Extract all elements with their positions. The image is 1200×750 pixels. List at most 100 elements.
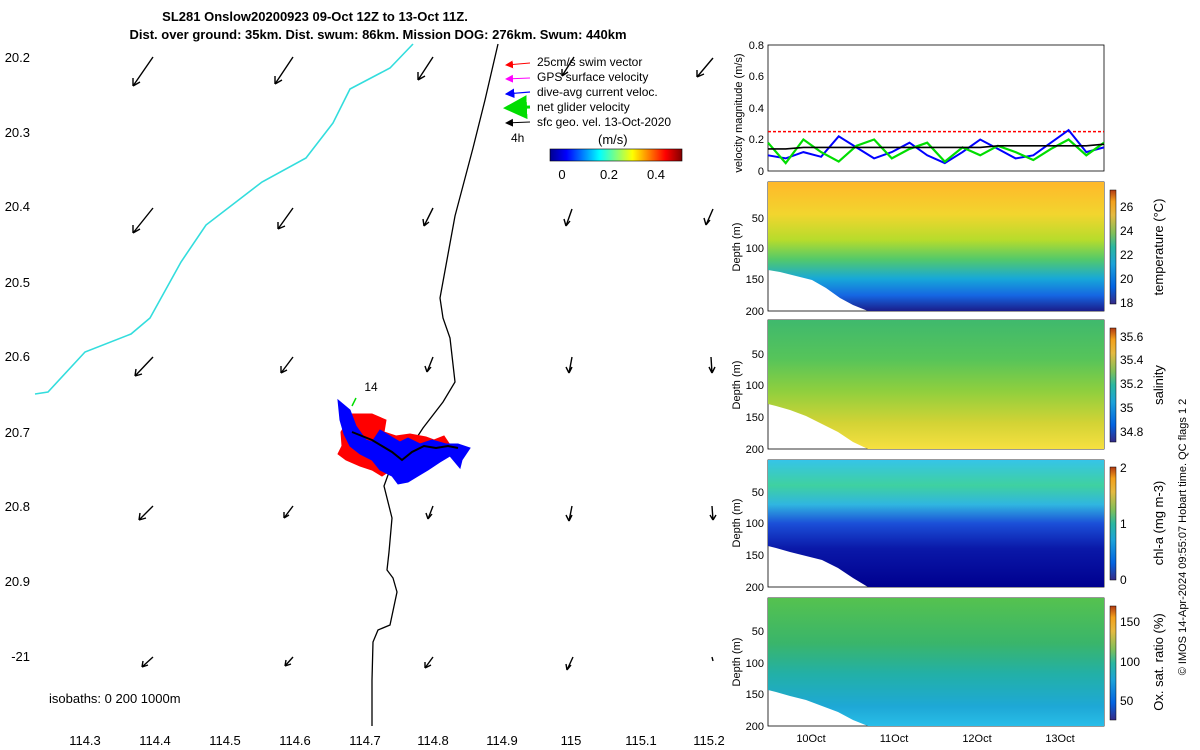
x-tick-label: 115.1 bbox=[625, 733, 657, 748]
temperature-colorbar bbox=[1109, 189, 1117, 305]
legend-net-swatch bbox=[503, 95, 531, 120]
temperature-field bbox=[768, 182, 1104, 311]
salinity-field bbox=[768, 320, 1104, 449]
x-tick-label: 114.9 bbox=[486, 733, 518, 748]
x-tick-label: 115 bbox=[561, 733, 582, 748]
velocity-y-tick: 0.4 bbox=[749, 103, 764, 115]
y-tick-label: 20.2 bbox=[5, 50, 30, 65]
coastline bbox=[34, 43, 414, 395]
depth-tick: 50 bbox=[752, 487, 764, 499]
vector-arrow bbox=[424, 356, 434, 373]
cbar-tick: 35.6 bbox=[1120, 330, 1144, 344]
vector-arrow bbox=[696, 57, 714, 78]
oxygen-cbar-label: Ox. sat. ratio (%) bbox=[1151, 613, 1166, 711]
vector-arrow bbox=[132, 207, 154, 234]
vector-field bbox=[132, 56, 717, 671]
chla-y-ticks: 50 100 150 200 bbox=[746, 487, 764, 594]
vector-arrow bbox=[280, 356, 294, 374]
legend-gps-label: GPS surface velocity bbox=[537, 70, 648, 84]
temperature-cbar-ticks: 18 20 22 24 26 bbox=[1120, 200, 1134, 310]
vector-arrow bbox=[277, 207, 294, 230]
x-tick-label: 114.7 bbox=[349, 733, 381, 748]
vector-arrow bbox=[141, 656, 154, 668]
x-tick-label: 114.6 bbox=[279, 733, 311, 748]
x-tick-label: 114.4 bbox=[139, 733, 171, 748]
y-tick-label: 20.8 bbox=[5, 499, 30, 514]
x-tick-label: 114.5 bbox=[209, 733, 241, 748]
map-y-axis: 20.2 20.3 20.4 20.5 20.6 20.7 20.8 20.9 … bbox=[5, 50, 30, 664]
map-legend: 25cm/s swim vector GPS surface velocity … bbox=[503, 55, 683, 182]
depth-tick: 200 bbox=[746, 444, 764, 456]
y-tick-label: 20.3 bbox=[5, 125, 30, 140]
legend-swim-swatch bbox=[505, 60, 531, 69]
velocity-series-net bbox=[767, 137, 1105, 165]
y-tick-label: 20.4 bbox=[5, 199, 30, 214]
y-tick-label: -21 bbox=[11, 649, 30, 664]
time-tick: 12Oct bbox=[962, 733, 991, 745]
map-x-axis: 114.3 114.4 114.5 114.6 114.7 114.8 114.… bbox=[69, 733, 725, 748]
depth-tick: 200 bbox=[746, 582, 764, 594]
vector-arrow bbox=[565, 656, 574, 671]
title-line-2: Dist. over ground: 35km. Dist. swum: 86k… bbox=[129, 27, 626, 42]
cbar-tick: 20 bbox=[1120, 272, 1134, 286]
depth-tick: 150 bbox=[746, 412, 764, 424]
cbar-tick: 18 bbox=[1120, 296, 1134, 310]
title-line-1: SL281 Onslow20200923 09-Oct 12Z to 13-Oc… bbox=[162, 9, 468, 24]
vector-arrow bbox=[422, 207, 434, 227]
x-tick-label: 114.8 bbox=[417, 733, 449, 748]
temperature-y-ticks: 50 100 150 200 bbox=[746, 213, 764, 318]
colorbar-tick: 0 bbox=[558, 167, 565, 182]
colorbar-tick: 0.4 bbox=[647, 167, 665, 182]
salinity-y-label: Depth (m) bbox=[731, 361, 743, 410]
gps-track-start bbox=[351, 397, 357, 407]
depth-tick: 50 bbox=[752, 213, 764, 225]
legend-dive-label: dive-avg current veloc. bbox=[537, 85, 658, 99]
cbar-tick: 35.4 bbox=[1120, 353, 1144, 367]
chla-y-label: Depth (m) bbox=[731, 499, 743, 548]
vector-arrow bbox=[132, 56, 154, 87]
depth-tick: 200 bbox=[746, 306, 764, 318]
time-tick: 13Oct bbox=[1045, 733, 1074, 745]
velocity-panel: 0 0.2 0.4 0.6 0.8 velocity magnitude (m/… bbox=[733, 40, 1105, 178]
x-tick-label: 115.2 bbox=[693, 733, 725, 748]
depth-tick: 150 bbox=[746, 550, 764, 562]
dive-avg-vectors bbox=[337, 398, 471, 485]
vector-arrow bbox=[134, 356, 154, 377]
y-tick-label: 20.6 bbox=[5, 349, 30, 364]
legend-swim-label: 25cm/s swim vector bbox=[537, 55, 642, 69]
colorbar-title: (m/s) bbox=[598, 132, 628, 147]
vector-arrow bbox=[274, 56, 294, 85]
x-tick-label: 114.3 bbox=[69, 733, 101, 748]
isobath-note: isobaths: 0 200 1000m bbox=[49, 691, 181, 706]
depth-tick: 100 bbox=[746, 243, 764, 255]
vector-arrow bbox=[709, 505, 717, 521]
cbar-tick: 100 bbox=[1120, 655, 1140, 669]
cbar-tick: 1 bbox=[1120, 517, 1127, 531]
footer-credit: © IMOS 14-Apr-2024 09:55:07 Hobart time.… bbox=[1177, 399, 1189, 676]
depth-tick: 100 bbox=[746, 380, 764, 392]
oxygen-panel: 50 100 150 200 Depth (m) 50 100 150 Ox. … bbox=[731, 597, 1166, 745]
vector-arrow bbox=[703, 208, 714, 226]
salinity-y-ticks: 50 100 150 200 bbox=[746, 349, 764, 456]
velocity-y-tick: 0 bbox=[758, 166, 764, 178]
legend-dive-swatch bbox=[504, 88, 531, 99]
depth-tick: 150 bbox=[746, 689, 764, 701]
salinity-cbar-label: salinity bbox=[1151, 365, 1166, 405]
day-marker: 14 bbox=[364, 380, 378, 394]
legend-geo-swatch bbox=[505, 118, 531, 127]
velocity-y-tick: 0.6 bbox=[749, 71, 764, 83]
vector-arrow bbox=[138, 505, 154, 521]
legend-net-label: net glider velocity bbox=[537, 100, 630, 114]
legend-gps-swatch bbox=[505, 74, 531, 83]
chla-cbar-ticks: 0 1 2 bbox=[1120, 461, 1127, 587]
depth-tick: 200 bbox=[746, 721, 764, 733]
temperature-y-label: Depth (m) bbox=[731, 223, 743, 272]
chla-panel: 50 100 150 200 Depth (m) 0 1 2 chl-a (mg… bbox=[731, 459, 1166, 594]
cbar-tick: 34.8 bbox=[1120, 425, 1144, 439]
cbar-tick: 26 bbox=[1120, 200, 1134, 214]
vector-arrow bbox=[424, 656, 434, 669]
velocity-y-tick: 0.2 bbox=[749, 134, 764, 146]
oxygen-field bbox=[768, 598, 1104, 726]
map-panel: 14 25cm/s swim vector GPS surface veloci… bbox=[5, 43, 725, 748]
